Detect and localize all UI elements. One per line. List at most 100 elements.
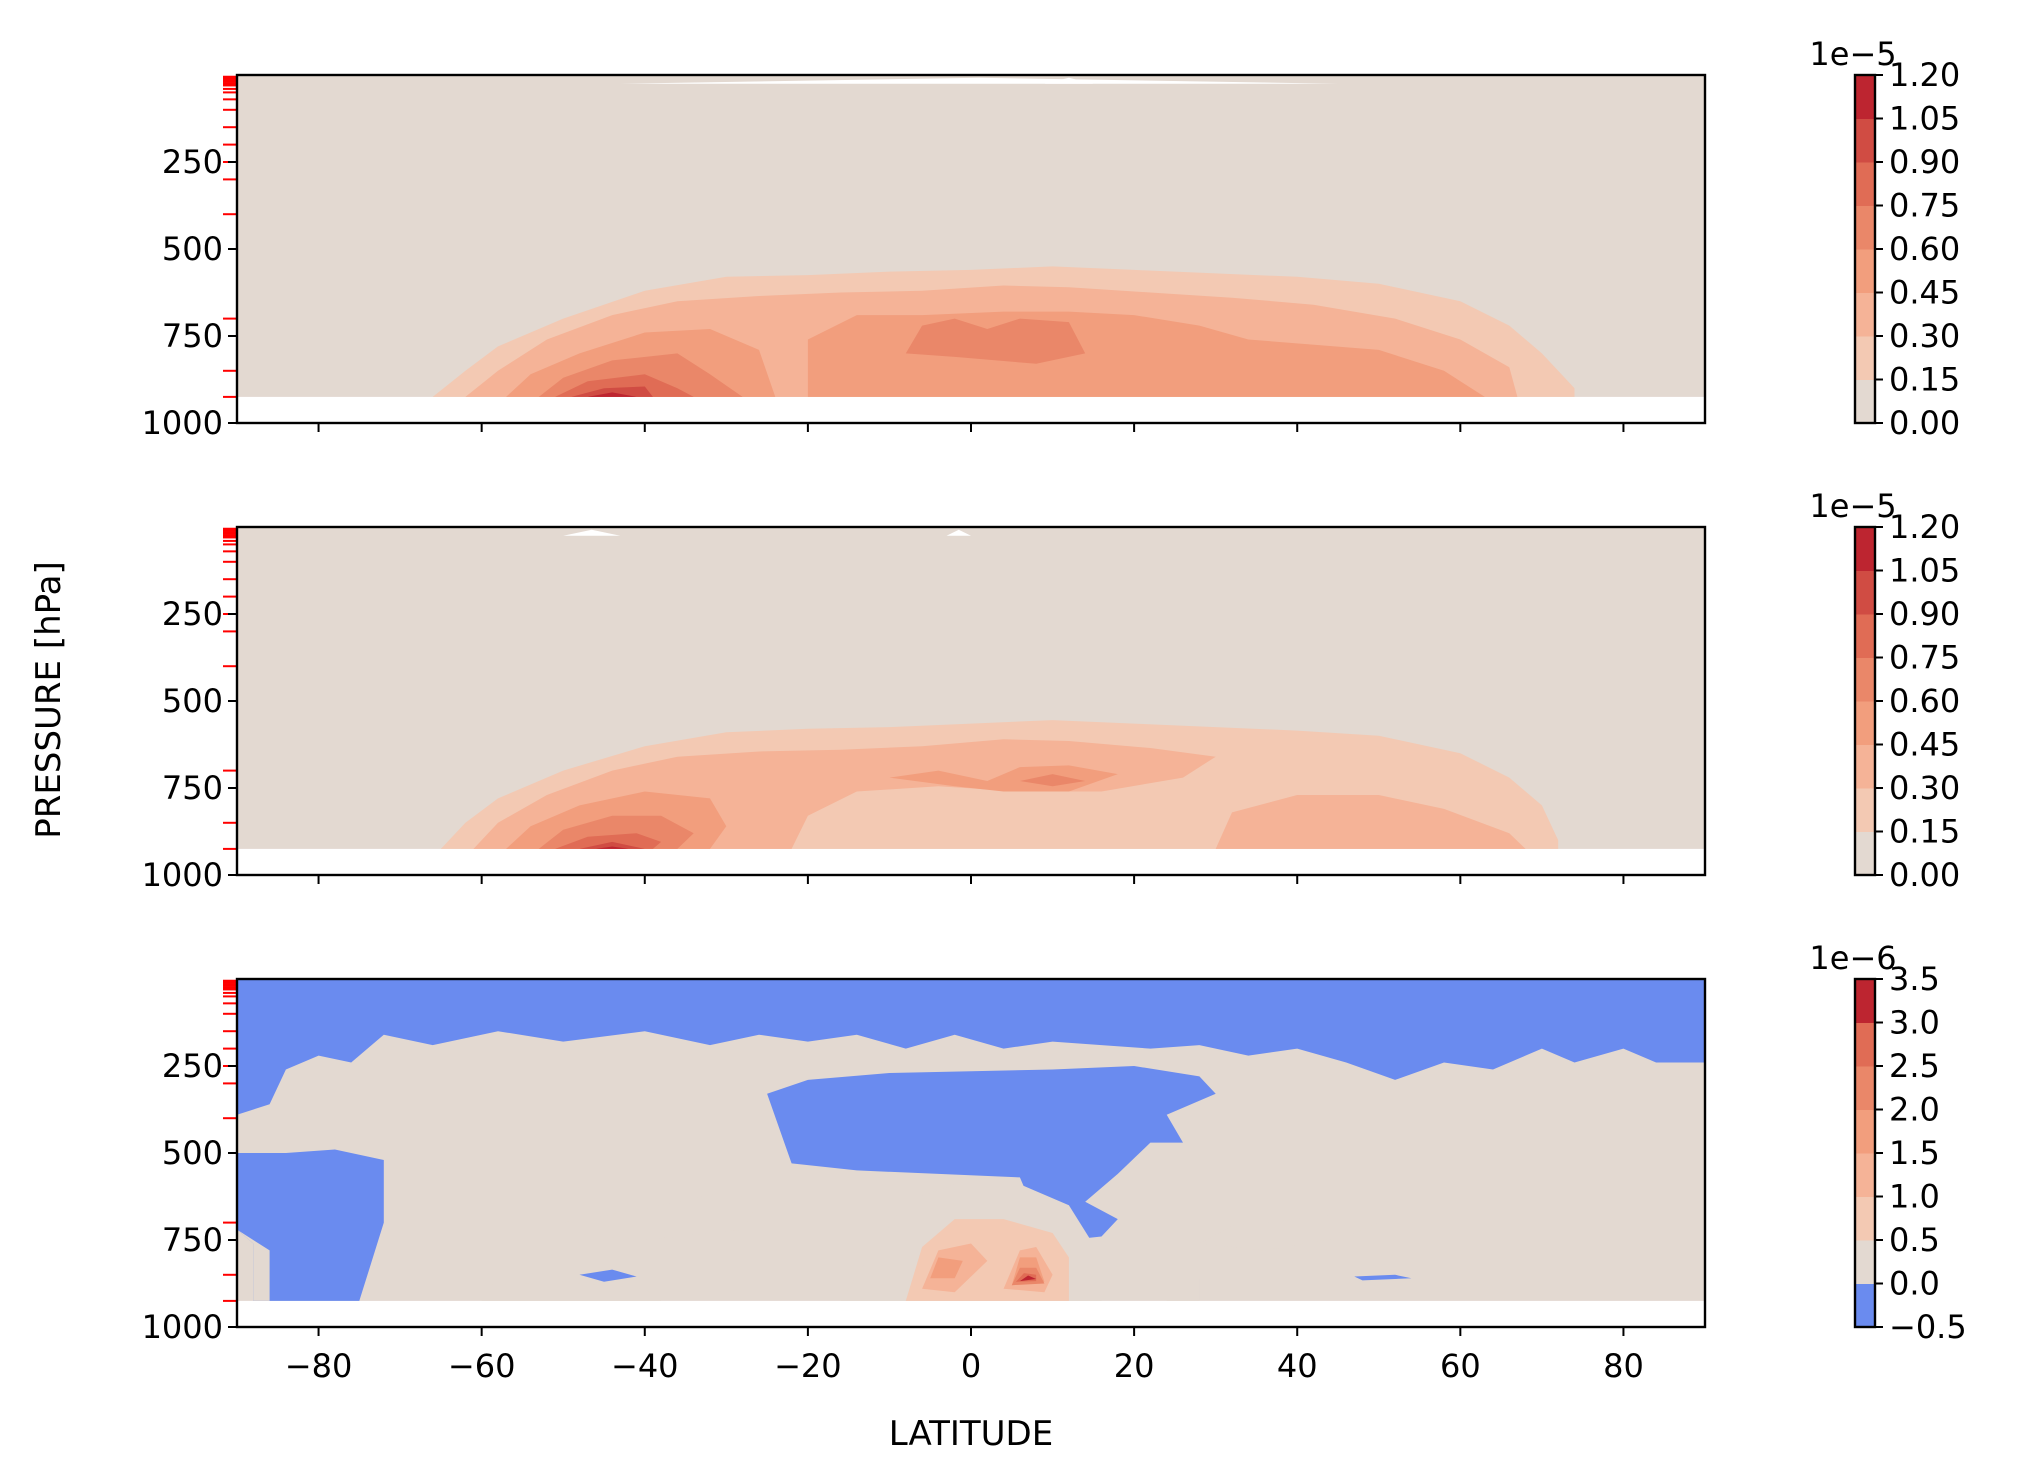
colorbar-tick-label: 1.0 — [1889, 1178, 1940, 1216]
colorbar-segment — [1855, 1153, 1875, 1197]
panel-middle: 250 500 750 1000 — [142, 525, 1707, 894]
contour-region — [237, 1229, 270, 1301]
colorbar-tick-label: −0.5 — [1889, 1308, 1967, 1346]
colorbar-tick-label: 0.45 — [1889, 274, 1960, 312]
x-tick-label: 20 — [1114, 1347, 1155, 1385]
colorbar-segment — [1855, 75, 1875, 119]
y-tick-label: 1000 — [142, 404, 223, 442]
colorbar-multiplier: 1e−6 — [1809, 939, 1896, 977]
x-tick-label: 40 — [1277, 1347, 1318, 1385]
y-tick-label: 500 — [162, 1134, 223, 1172]
colorbar-tick-label: 0.00 — [1889, 856, 1960, 894]
colorbar-tick-label: 0.15 — [1889, 813, 1960, 851]
contour-region — [1019, 774, 1086, 787]
colorbar-tick-label: 0.5 — [1889, 1221, 1940, 1259]
colorbar-segment — [1855, 1283, 1875, 1328]
colorbar-tick-label: 2.5 — [1889, 1047, 1940, 1085]
contour-region — [571, 386, 653, 397]
y-axis-label: PRESSURE [hPa] — [29, 561, 69, 838]
colorbar-segment — [1855, 701, 1875, 745]
panel-bottom: 250 500 750 1000 −80 −60 −40 −20 0 20 40 60 80 — [142, 977, 1707, 1385]
colorbar-tick-label: 3.0 — [1889, 1004, 1940, 1042]
contour-region — [1166, 1271, 1200, 1301]
y-tick-label: 250 — [162, 1047, 223, 1085]
y-tick-label: 250 — [162, 595, 223, 633]
colorbar-segment — [1855, 570, 1875, 615]
contour-region — [579, 1269, 637, 1282]
colorbar-tick-label: 0.00 — [1889, 404, 1960, 442]
colorbar-segment — [1855, 162, 1875, 206]
x-tick-label: −80 — [285, 1347, 353, 1385]
colorbar-tick-label: 0.30 — [1889, 317, 1960, 355]
contour-region — [1199, 1215, 1379, 1251]
colorbar-multiplier: 1e−5 — [1809, 487, 1896, 525]
y-tick-label: 750 — [162, 769, 223, 807]
colorbar-bottom: −0.5 0.0 0.5 1.0 1.5 2.0 2.5 3.0 3.51e−6 — [1809, 939, 1966, 1346]
x-axis-label: LATITUDE — [889, 1414, 1053, 1454]
colorbar-tick-label: 0.90 — [1889, 595, 1960, 633]
x-tick-label: −60 — [448, 1347, 516, 1385]
y-tick-label: 1000 — [142, 1308, 223, 1346]
colorbar-tick-label: 0.45 — [1889, 726, 1960, 764]
contour-region — [1215, 795, 1526, 849]
contour-region — [555, 833, 662, 849]
colorbar-segment — [1855, 744, 1875, 789]
contour-region — [555, 374, 694, 397]
x-tick-label: −20 — [774, 1347, 842, 1385]
y-tick-label: 500 — [162, 682, 223, 720]
colorbar-tick-label: 1.20 — [1889, 56, 1960, 94]
colorbar-segment — [1855, 979, 1875, 1023]
contour-region — [579, 841, 645, 849]
y-tick-label: 250 — [162, 143, 223, 181]
colorbar-segment — [1855, 614, 1875, 658]
colorbar-tick-label: 1.5 — [1889, 1134, 1940, 1172]
colorbar-tick-label: 2.0 — [1889, 1091, 1940, 1129]
contour-region — [237, 1149, 384, 1301]
colorbar-segment — [1855, 527, 1875, 571]
contour-region — [595, 846, 629, 849]
contour-region — [481, 1281, 662, 1301]
masked-region — [563, 529, 621, 536]
colorbar-tick-label: 0.90 — [1889, 143, 1960, 181]
contour-region — [1019, 1275, 1037, 1282]
colorbar-segment — [1855, 249, 1875, 293]
colorbar-tick-label: 0.60 — [1889, 230, 1960, 268]
colorbar-multiplier: 1e−5 — [1809, 35, 1896, 73]
colorbar-segment — [1855, 379, 1875, 424]
colorbar-segment — [1855, 831, 1875, 876]
colorbar-segment — [1855, 657, 1875, 702]
y-tick-label: 750 — [162, 317, 223, 355]
y-tick-label: 500 — [162, 230, 223, 268]
contour-region — [563, 1191, 759, 1240]
y-tick-label: 750 — [162, 1221, 223, 1259]
colorbar-segment — [1855, 1022, 1875, 1067]
contour-region — [930, 1257, 963, 1279]
colorbar-tick-label: 3.5 — [1889, 960, 1940, 998]
colorbar-segment — [1855, 118, 1875, 163]
contour-region — [767, 1066, 1216, 1240]
colorbar-tick-label: 1.05 — [1889, 552, 1960, 590]
colorbar-tick-label: 0.15 — [1889, 361, 1960, 399]
colorbar-segment — [1855, 336, 1875, 380]
colorbar-tick-label: 1.05 — [1889, 100, 1960, 138]
x-tick-label: −40 — [611, 1347, 679, 1385]
y-tick-label: 1000 — [142, 856, 223, 894]
masked-region — [946, 529, 971, 536]
masked-region — [620, 77, 1338, 84]
colorbar-segment — [1855, 292, 1875, 337]
colorbar-tick-label: 0.75 — [1889, 639, 1960, 677]
colorbar-tick-label: 0.0 — [1889, 1265, 1940, 1303]
masked-region — [1044, 77, 1094, 84]
contour-region — [237, 979, 1705, 1115]
colorbar-tick-label: 0.30 — [1889, 769, 1960, 807]
panel-top: 250 500 750 1000 — [142, 73, 1707, 442]
colorbar-segment — [1855, 205, 1875, 250]
contour-region — [1354, 1274, 1412, 1281]
colorbar-tick-label: 1.20 — [1889, 508, 1960, 546]
colorbar-segment — [1855, 788, 1875, 832]
colorbar-tick-label: 0.60 — [1889, 682, 1960, 720]
x-tick-label: 60 — [1440, 1347, 1481, 1385]
